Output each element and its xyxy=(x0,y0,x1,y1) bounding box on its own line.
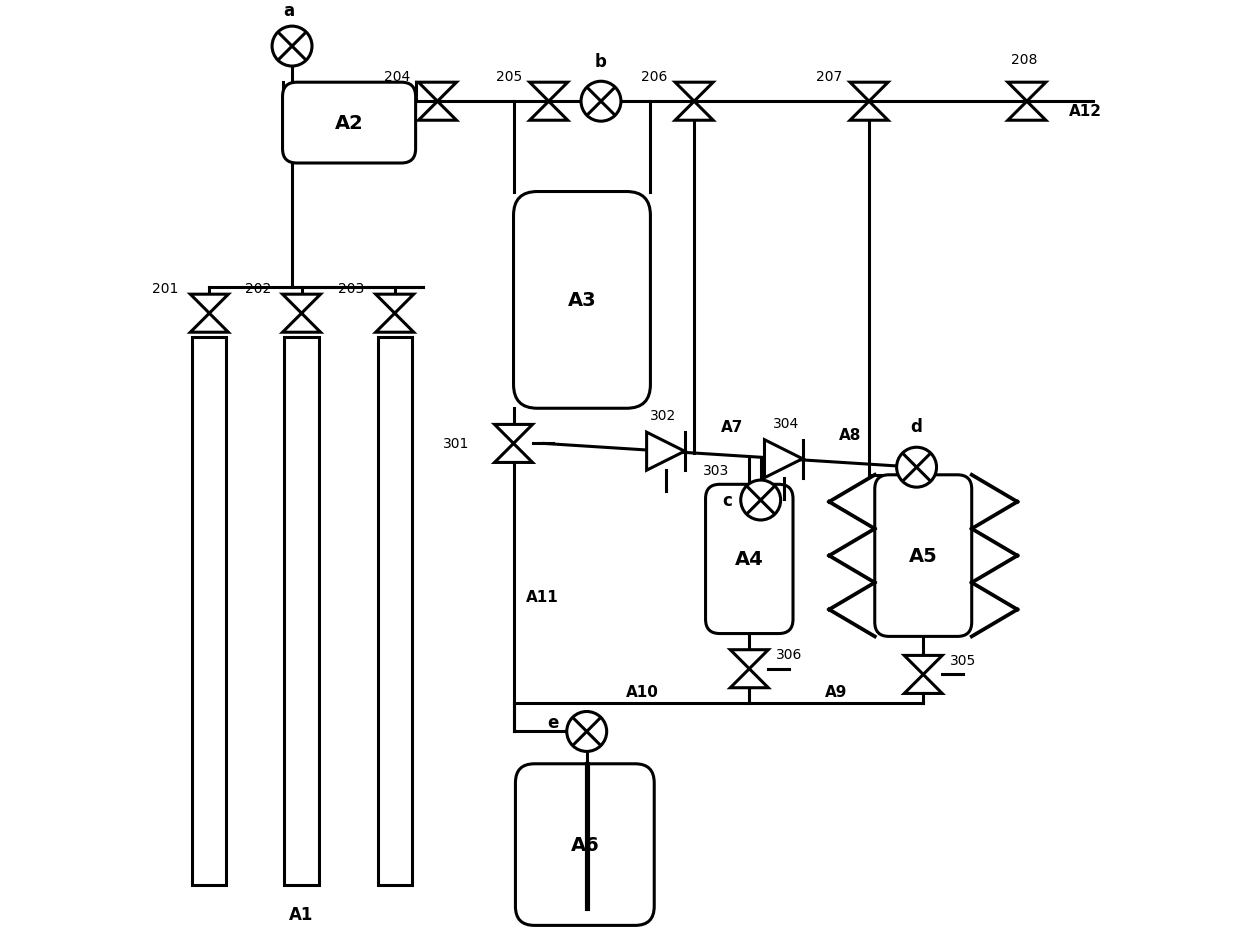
Text: A7: A7 xyxy=(720,420,743,435)
Polygon shape xyxy=(376,295,414,314)
Polygon shape xyxy=(418,102,456,121)
Text: e: e xyxy=(547,713,558,731)
Circle shape xyxy=(740,481,781,521)
Text: 302: 302 xyxy=(650,408,676,423)
Text: b: b xyxy=(595,53,606,71)
Text: 305: 305 xyxy=(950,653,976,667)
Text: 303: 303 xyxy=(703,464,729,478)
FancyBboxPatch shape xyxy=(706,485,794,634)
Text: 201: 201 xyxy=(153,282,179,296)
FancyBboxPatch shape xyxy=(283,83,415,164)
Text: 204: 204 xyxy=(384,70,410,85)
FancyBboxPatch shape xyxy=(513,192,651,408)
Polygon shape xyxy=(675,83,713,102)
Polygon shape xyxy=(376,314,414,333)
FancyBboxPatch shape xyxy=(516,764,655,925)
Text: A1: A1 xyxy=(289,905,314,923)
Text: 203: 203 xyxy=(337,282,365,296)
Polygon shape xyxy=(904,675,942,694)
Polygon shape xyxy=(529,102,568,121)
Bar xyxy=(378,338,412,885)
Text: 301: 301 xyxy=(444,437,470,451)
Text: d: d xyxy=(910,418,923,436)
Polygon shape xyxy=(851,102,888,121)
FancyBboxPatch shape xyxy=(874,475,972,637)
Polygon shape xyxy=(190,314,228,333)
Circle shape xyxy=(567,712,606,752)
Polygon shape xyxy=(765,440,802,478)
Text: A2: A2 xyxy=(335,114,363,133)
Circle shape xyxy=(582,82,621,122)
Polygon shape xyxy=(851,83,888,102)
Circle shape xyxy=(897,447,936,487)
Text: 207: 207 xyxy=(816,70,842,85)
Text: A4: A4 xyxy=(735,550,764,569)
Text: 306: 306 xyxy=(776,647,802,662)
Polygon shape xyxy=(646,433,684,470)
Text: A8: A8 xyxy=(838,427,862,443)
Text: A10: A10 xyxy=(626,684,660,700)
Text: 202: 202 xyxy=(244,282,272,296)
Text: 205: 205 xyxy=(496,70,522,85)
Text: 208: 208 xyxy=(1011,53,1037,68)
Text: A5: A5 xyxy=(909,546,937,565)
Text: A9: A9 xyxy=(825,684,847,700)
Bar xyxy=(192,338,227,885)
Text: 304: 304 xyxy=(774,416,800,430)
Polygon shape xyxy=(418,83,456,102)
Polygon shape xyxy=(283,295,321,314)
Polygon shape xyxy=(1008,102,1045,121)
Polygon shape xyxy=(730,669,769,688)
Circle shape xyxy=(272,27,312,67)
Text: 206: 206 xyxy=(641,70,667,85)
Text: A12: A12 xyxy=(1069,104,1101,119)
Polygon shape xyxy=(495,425,532,444)
Text: A3: A3 xyxy=(568,291,596,310)
Polygon shape xyxy=(495,444,532,463)
Polygon shape xyxy=(675,102,713,121)
Polygon shape xyxy=(283,314,321,333)
Text: c: c xyxy=(722,491,732,509)
Polygon shape xyxy=(904,656,942,675)
Polygon shape xyxy=(190,295,228,314)
Polygon shape xyxy=(1008,83,1045,102)
Bar xyxy=(284,338,319,885)
Text: A6: A6 xyxy=(570,835,599,854)
Text: A11: A11 xyxy=(526,590,559,605)
Polygon shape xyxy=(730,650,769,669)
Polygon shape xyxy=(529,83,568,102)
Text: a: a xyxy=(284,2,295,20)
